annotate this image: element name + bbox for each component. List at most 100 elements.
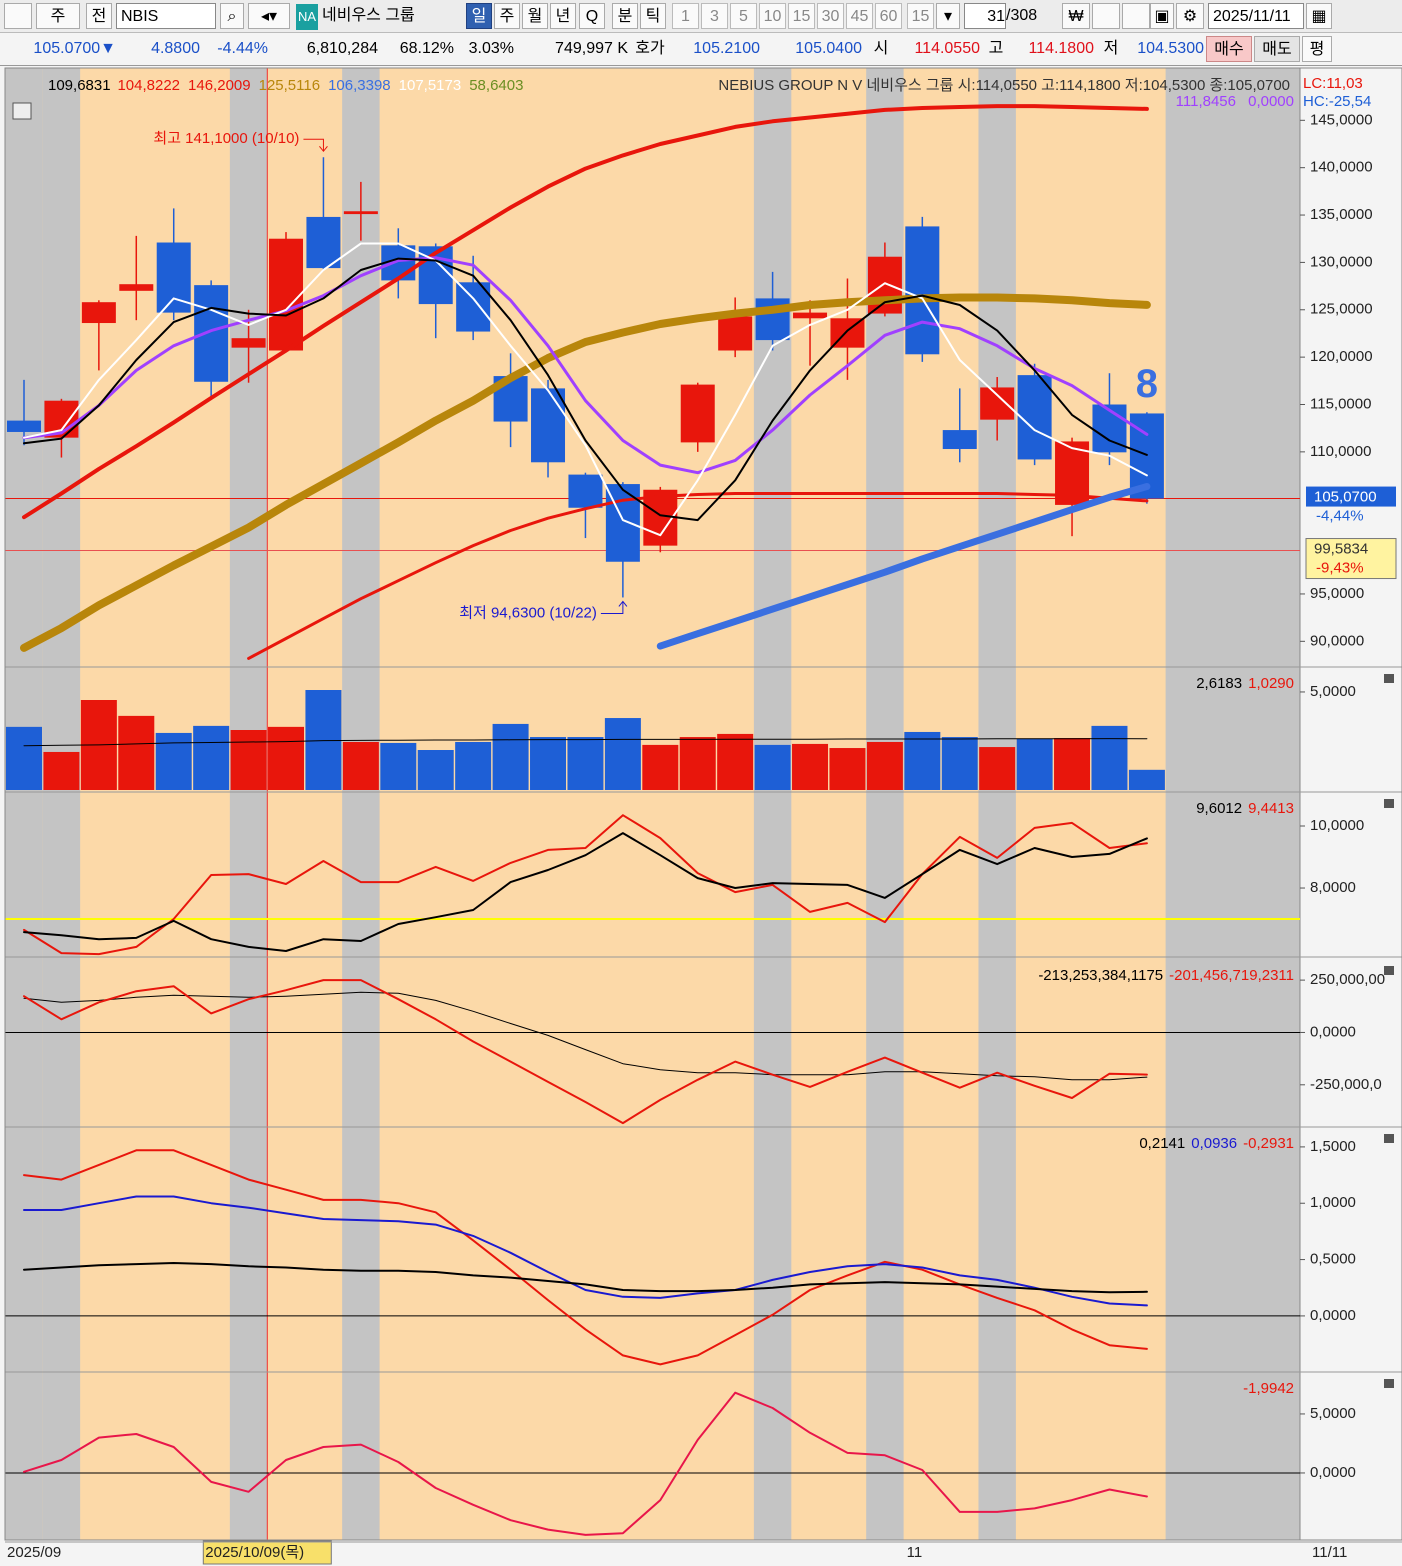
y-tick-label: 250,000,00 — [1310, 971, 1385, 988]
interval-button[interactable]: 10 — [759, 3, 786, 29]
indicator-line — [23, 991, 1148, 1081]
quote-change: 4.8800 — [151, 40, 200, 57]
volume-bar — [6, 726, 42, 790]
legend-value: 2,6183 — [1196, 675, 1242, 692]
volume-bar — [305, 690, 342, 790]
y-tick-label: 120,0000 — [1310, 348, 1373, 365]
period-button[interactable]: 분 — [612, 3, 638, 29]
side-legend: 0,0000 — [1248, 93, 1294, 110]
interval-button[interactable]: 60 — [875, 3, 902, 29]
indicator-line — [23, 1391, 1148, 1536]
quote-bid: 105.0400 — [795, 40, 862, 57]
won-button[interactable]: ₩ — [1062, 3, 1090, 29]
symbol-input[interactable]: NBIS — [116, 3, 216, 29]
panel-legend: 2,6183 1,0290 — [1196, 675, 1294, 692]
volume-bar — [417, 750, 454, 790]
quote-amount: 749,997 K — [555, 40, 628, 57]
side-legend: 111,8456 — [1176, 93, 1236, 110]
y-tick-label: 125,0000 — [1310, 301, 1373, 318]
period-button[interactable]: 년 — [550, 3, 576, 29]
legend-value: 146,2009 — [188, 77, 251, 94]
volume-bar — [679, 737, 716, 790]
candle-body — [905, 226, 940, 355]
price-box-sub: -4,44% — [1316, 508, 1364, 525]
interval-button[interactable]: 45 — [846, 3, 873, 29]
legend-value: 58,6403 — [469, 77, 523, 94]
period-button[interactable]: 주 — [494, 3, 520, 29]
period-button[interactable]: 월 — [522, 3, 548, 29]
quote-avg[interactable]: 평 — [1302, 36, 1332, 62]
candle-body — [81, 302, 116, 324]
low-arrow — [600, 600, 628, 614]
indicator-line — [22, 104, 1149, 520]
volume-bar — [380, 742, 417, 790]
legend-value: -1,9942 — [1243, 1380, 1294, 1397]
calendar-button[interactable]: ▦ — [1306, 3, 1332, 29]
period-button[interactable]: Q — [579, 3, 605, 29]
interval-button[interactable]: 15 — [788, 3, 815, 29]
save-button[interactable]: ▣ — [1150, 3, 1174, 29]
legend-value: -213,253,384,1175 — [1038, 967, 1163, 984]
period-button[interactable]: 일 — [466, 3, 492, 29]
prev-button[interactable]: 전 — [86, 3, 112, 29]
day-shade — [42, 68, 81, 1540]
volume-bar — [829, 748, 866, 790]
count-label: 8 — [1136, 362, 1158, 406]
tool-button[interactable] — [1092, 3, 1120, 29]
quote-sell[interactable]: 매도 — [1254, 36, 1300, 62]
volume-bar — [754, 744, 791, 790]
candle-body — [867, 256, 902, 314]
toolbar: ⌕ ◂▾ ▾ ₩ ▣ ⚙ ▦ 주 전 NBIS NA 네비우스 그룹 일 주 월 년 Q 분 틱 1 3 5… — [0, 0, 1402, 33]
plot-frame — [4, 67, 1402, 1541]
quote-high: 114.1800 — [1028, 40, 1094, 57]
y-tick-label: 10,0000 — [1310, 817, 1364, 834]
market-select[interactable]: 주 — [36, 3, 80, 29]
interval-button[interactable]: 15 — [907, 3, 934, 29]
price-box — [1306, 486, 1396, 507]
price-box-sub: -9,43% — [1316, 560, 1364, 577]
candle-body — [1017, 375, 1052, 460]
date-input[interactable]: 2025/11/11 — [1208, 3, 1304, 29]
volume-bar — [492, 723, 529, 790]
y-tick-label: 5,0000 — [1310, 1405, 1356, 1422]
quote-buy[interactable]: 매수 — [1206, 36, 1252, 62]
legend-value: -0,2931 — [1243, 1135, 1294, 1152]
interval-button[interactable]: 1 — [672, 3, 699, 29]
candle-body — [269, 238, 304, 351]
volume-bar — [567, 737, 604, 790]
interval-button[interactable]: 5 — [730, 3, 757, 29]
tool-button[interactable] — [1122, 3, 1150, 29]
y-tick-label: 90,0000 — [1310, 632, 1364, 649]
quote-low: 104.5300 — [1137, 40, 1204, 57]
indicator-line — [23, 979, 1148, 1125]
y-tick-label: 115,0000 — [1310, 395, 1371, 412]
x-tick-label: 11/11 — [1312, 1544, 1347, 1561]
interval-button[interactable]: 3 — [701, 3, 728, 29]
volume-bar — [1091, 725, 1128, 790]
interval-dropdown[interactable]: ▾ — [936, 3, 960, 29]
interval-button[interactable]: 30 — [817, 3, 844, 29]
volume-bar — [268, 726, 305, 790]
y-tick-label: 95,0000 — [1310, 585, 1364, 602]
indicator-line — [22, 256, 1149, 475]
count-input[interactable]: 31 — [964, 3, 1006, 29]
volume-bar — [43, 751, 80, 790]
legend-value: 9,4413 — [1248, 800, 1294, 817]
sound-button[interactable]: ◂▾ — [248, 3, 290, 29]
indicator-line — [20, 293, 1151, 652]
indicator-line — [23, 832, 1148, 952]
day-shade — [342, 68, 380, 1540]
volume-bar — [1016, 739, 1053, 790]
quote-bar: 105.0700▼ 4.8800 -4.44% 6,810,284 68.12% 3.03… — [0, 33, 1402, 66]
window-icon[interactable] — [4, 3, 32, 29]
legend-value: 9,6012 — [1196, 800, 1242, 817]
price-box — [1305, 538, 1397, 580]
y-tick-label: 130,0000 — [1310, 253, 1373, 270]
period-button[interactable]: 틱 — [640, 3, 666, 29]
search-button[interactable]: ⌕ — [220, 3, 244, 29]
legend-value: -201,456,719,2311 — [1169, 967, 1294, 984]
panel-legend: -1,9942 — [1243, 1380, 1294, 1397]
settings-button[interactable]: ⚙ — [1176, 3, 1204, 29]
legend-value: 109,6831 — [48, 77, 110, 94]
